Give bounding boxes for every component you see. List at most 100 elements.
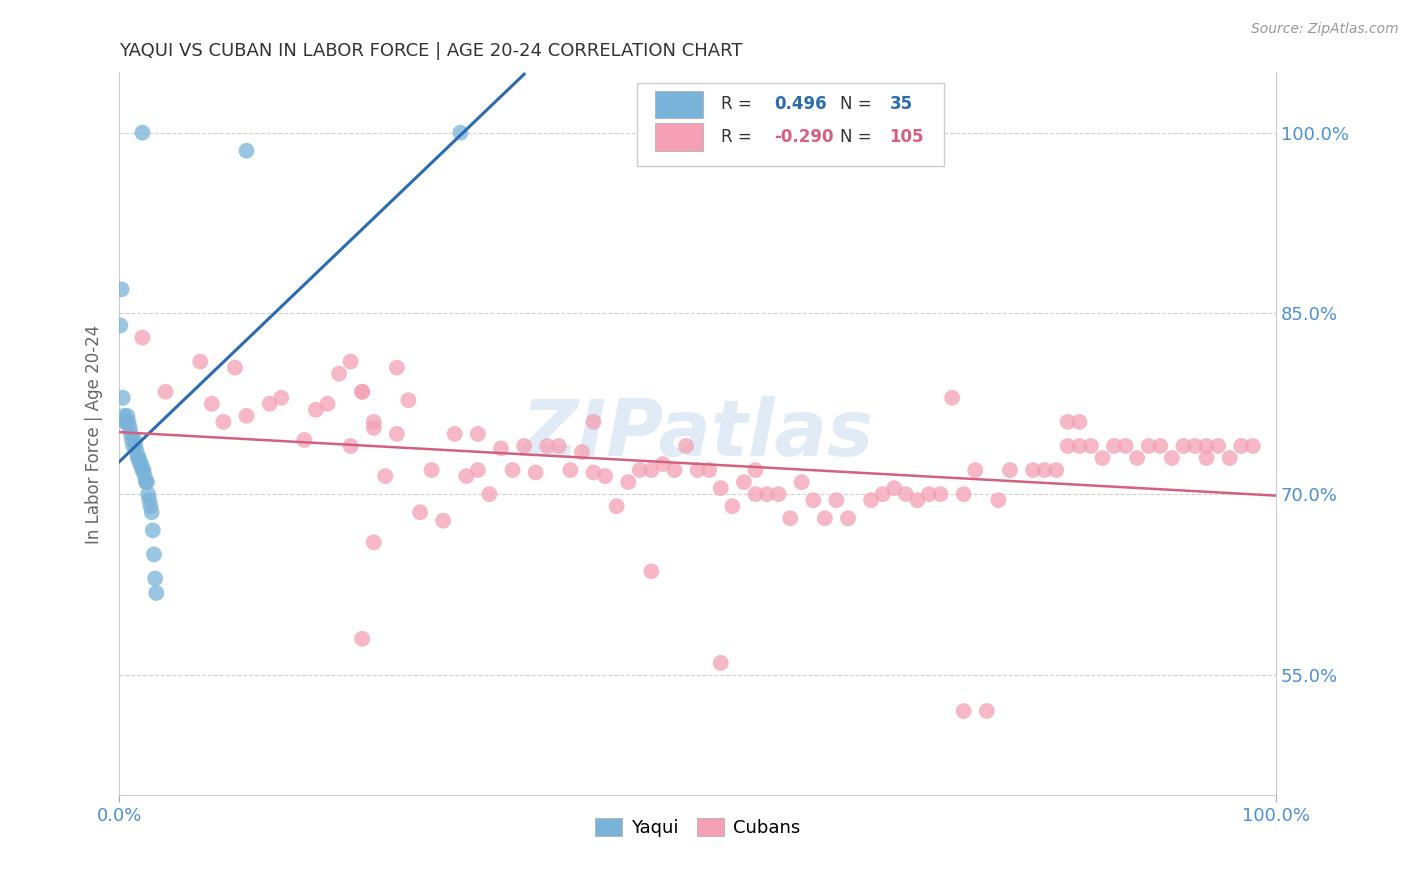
Point — [138, 493, 160, 508]
Point — [733, 475, 755, 489]
Point — [136, 475, 159, 489]
Point — [122, 439, 145, 453]
Point — [697, 463, 720, 477]
Point — [432, 514, 454, 528]
Legend: Yaqui, Cubans: Yaqui, Cubans — [588, 811, 807, 844]
Point — [524, 466, 547, 480]
Point — [363, 535, 385, 549]
Point — [1080, 439, 1102, 453]
Point — [139, 500, 162, 514]
Point — [385, 360, 408, 375]
Text: 0.496: 0.496 — [773, 95, 827, 113]
Point — [883, 481, 905, 495]
Point — [814, 511, 837, 525]
Text: N =: N = — [839, 128, 872, 145]
Point — [114, 415, 136, 429]
Point — [710, 656, 733, 670]
Point — [941, 391, 963, 405]
Point — [894, 487, 917, 501]
Point — [110, 318, 132, 333]
Text: Source: ZipAtlas.com: Source: ZipAtlas.com — [1251, 22, 1399, 37]
Point — [118, 421, 141, 435]
Point — [768, 487, 790, 501]
Point — [212, 415, 235, 429]
Point — [374, 469, 396, 483]
Point — [224, 360, 246, 375]
Point — [467, 426, 489, 441]
Point — [582, 466, 605, 480]
Point — [135, 475, 157, 489]
Point — [1160, 450, 1182, 465]
Point — [1069, 439, 1091, 453]
Point — [115, 415, 138, 429]
Point — [125, 445, 148, 459]
Point — [124, 439, 146, 453]
Point — [825, 493, 848, 508]
Point — [270, 391, 292, 405]
Point — [450, 126, 472, 140]
Point — [305, 402, 328, 417]
Point — [363, 421, 385, 435]
Point — [617, 475, 640, 489]
Point — [744, 487, 766, 501]
Point — [593, 469, 616, 483]
Point — [398, 393, 420, 408]
Text: YAQUI VS CUBAN IN LABOR FORCE | AGE 20-24 CORRELATION CHART: YAQUI VS CUBAN IN LABOR FORCE | AGE 20-2… — [120, 42, 742, 60]
Point — [489, 442, 512, 456]
Y-axis label: In Labor Force | Age 20-24: In Labor Force | Age 20-24 — [86, 325, 103, 543]
Point — [141, 505, 163, 519]
Point — [640, 564, 662, 578]
Point — [1045, 463, 1067, 477]
Point — [1115, 439, 1137, 453]
Text: R =: R = — [721, 95, 751, 113]
Point — [409, 505, 432, 519]
Text: 35: 35 — [890, 95, 912, 113]
Point — [339, 354, 361, 368]
Point — [1137, 439, 1160, 453]
Point — [860, 493, 883, 508]
Point — [536, 439, 558, 453]
Point — [606, 500, 628, 514]
Point — [385, 426, 408, 441]
Point — [952, 487, 974, 501]
Point — [686, 463, 709, 477]
Point — [987, 493, 1010, 508]
Point — [127, 450, 149, 465]
Text: R =: R = — [721, 128, 751, 145]
Point — [1195, 439, 1218, 453]
Point — [801, 493, 824, 508]
Point — [547, 439, 569, 453]
Point — [1149, 439, 1171, 453]
Point — [1033, 463, 1056, 477]
Point — [929, 487, 952, 501]
Point — [1173, 439, 1195, 453]
Point — [131, 330, 153, 344]
Point — [129, 457, 152, 471]
Point — [640, 463, 662, 477]
Point — [129, 457, 152, 471]
Point — [582, 415, 605, 429]
Point — [352, 384, 374, 399]
Point — [1091, 450, 1114, 465]
Point — [1241, 439, 1264, 453]
Point — [259, 397, 281, 411]
Point — [235, 144, 257, 158]
Point — [837, 511, 859, 525]
Point — [136, 487, 159, 501]
Point — [1056, 439, 1078, 453]
Point — [756, 487, 779, 501]
Point — [235, 409, 257, 423]
Point — [1230, 439, 1253, 453]
FancyBboxPatch shape — [637, 83, 943, 167]
Point — [1195, 450, 1218, 465]
Point — [513, 439, 536, 453]
Point — [675, 439, 697, 453]
Point — [142, 524, 165, 538]
Point — [145, 586, 167, 600]
Point — [111, 391, 134, 405]
Point — [560, 463, 582, 477]
Point — [976, 704, 998, 718]
Point — [120, 426, 142, 441]
Point — [132, 463, 155, 477]
Point — [1184, 439, 1206, 453]
